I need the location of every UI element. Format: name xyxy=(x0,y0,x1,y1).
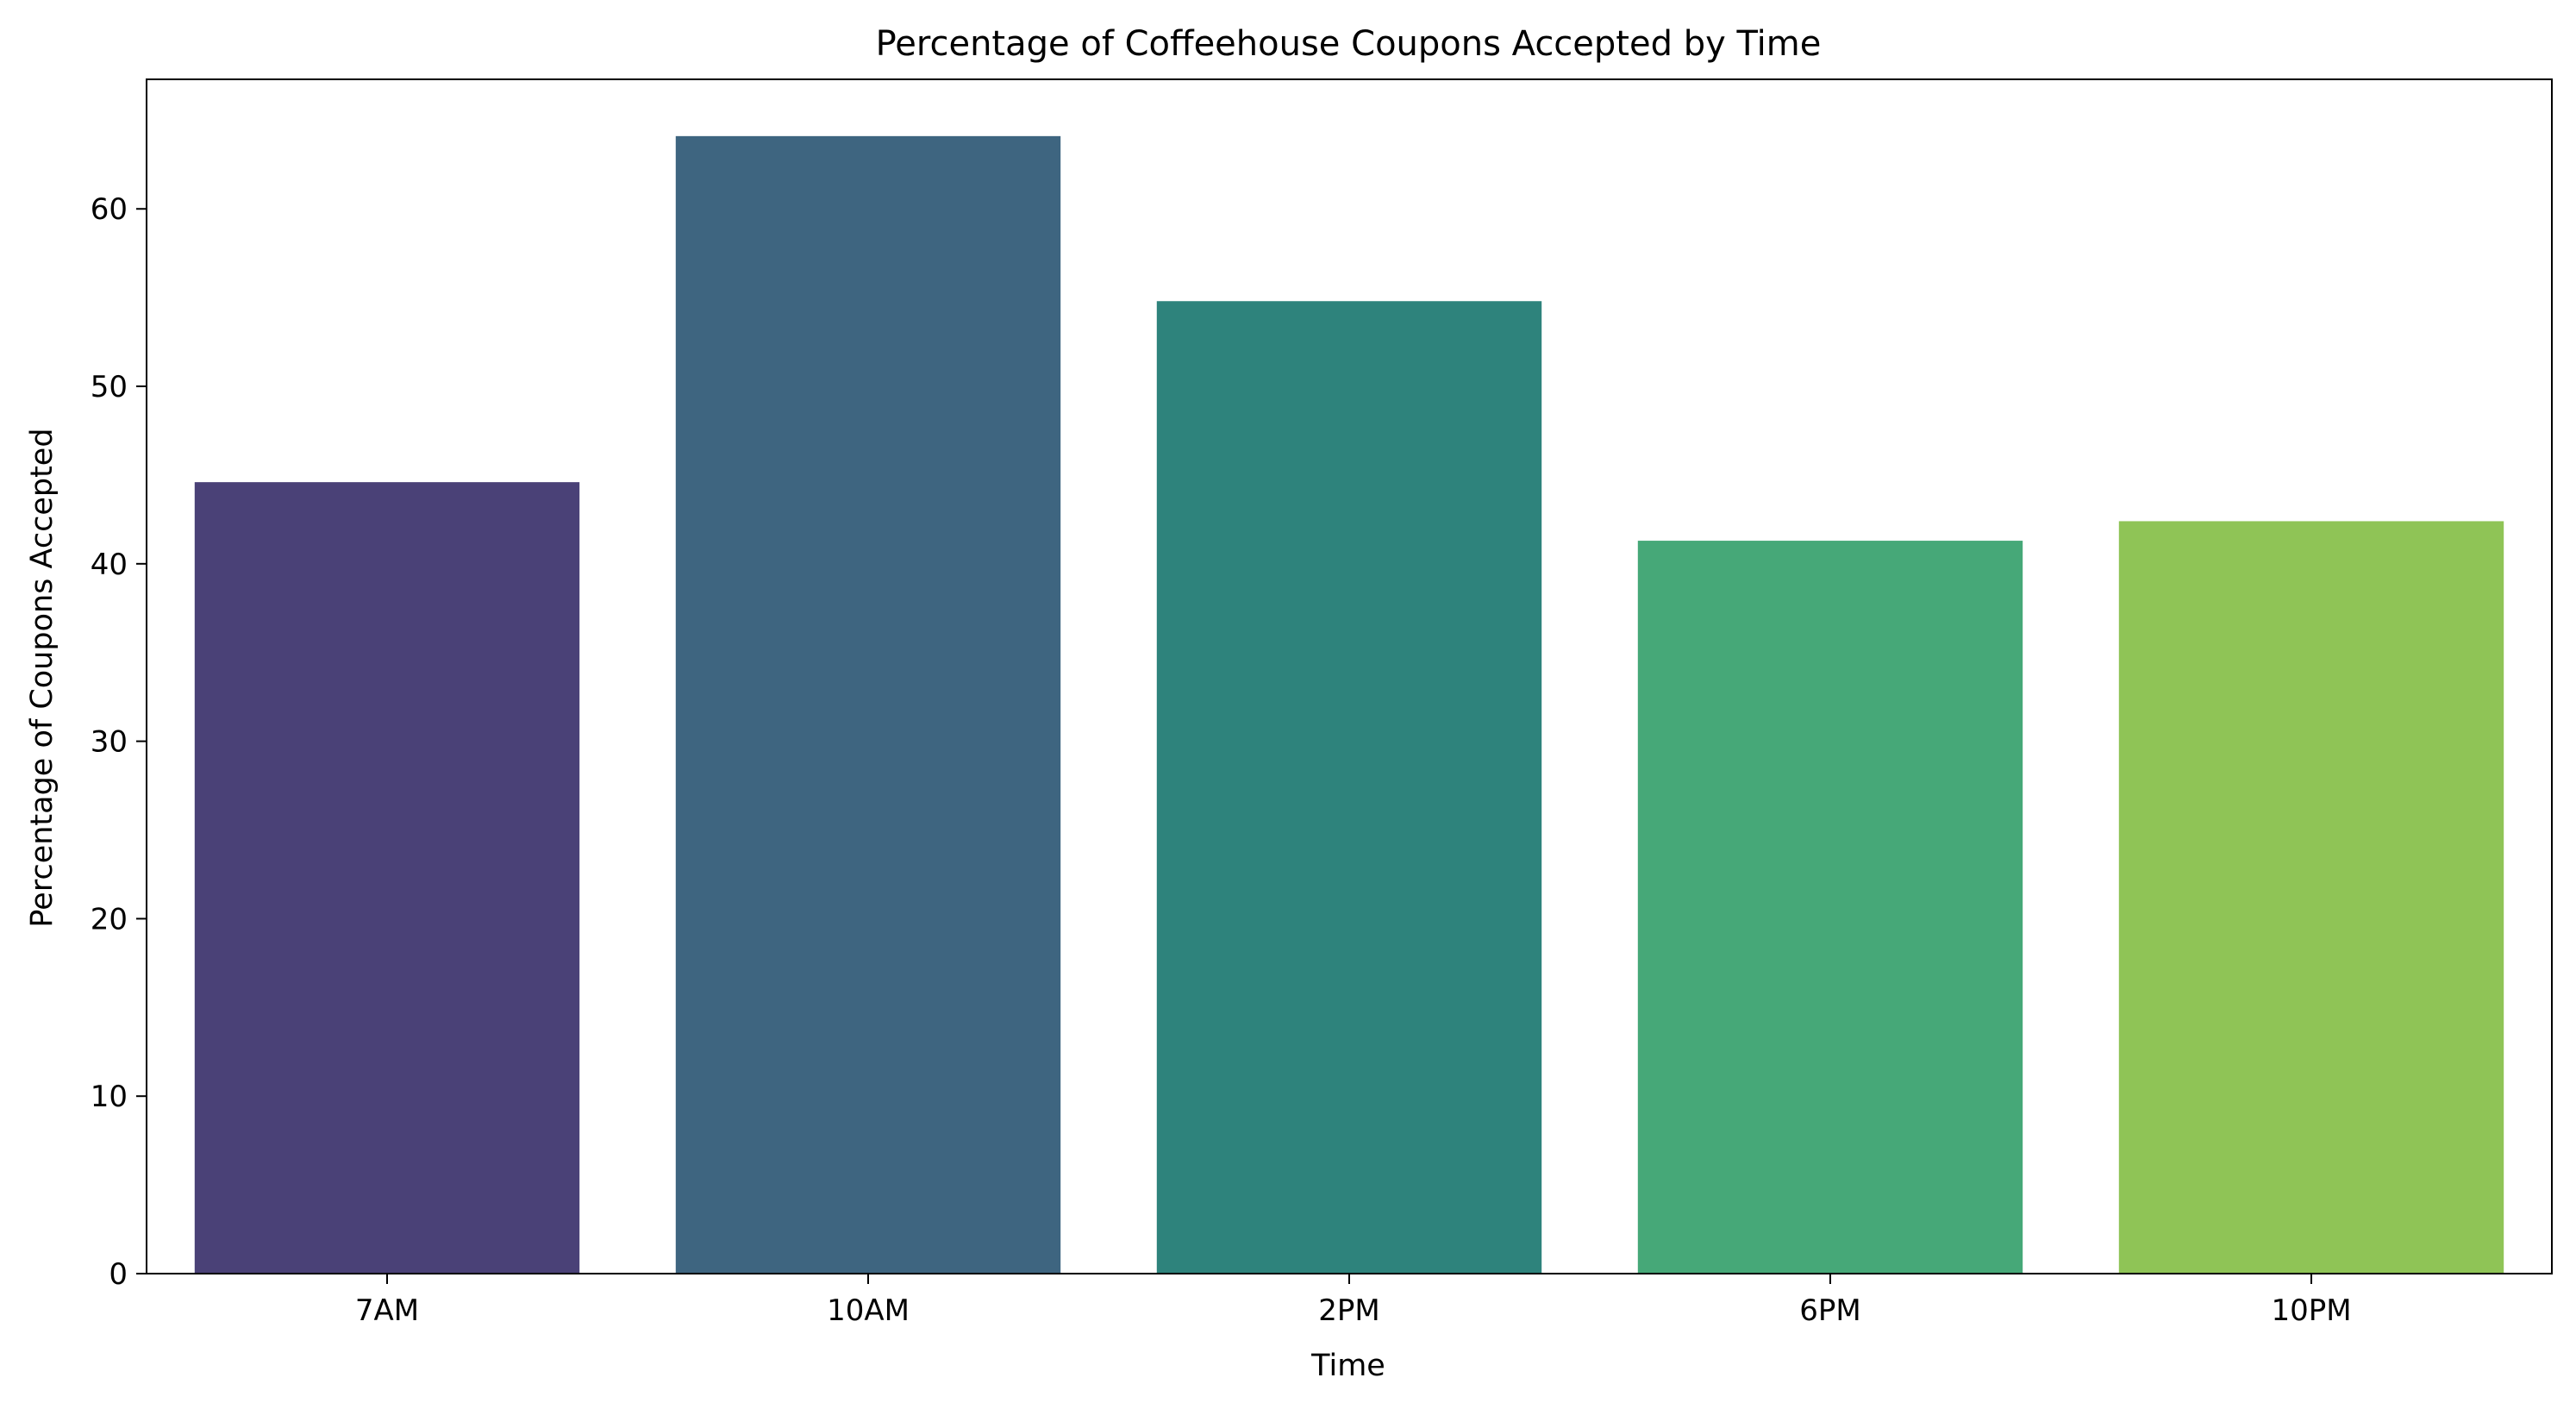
x-tick-label-10am: 10AM xyxy=(827,1293,910,1328)
x-tick-label-10pm: 10PM xyxy=(2271,1293,2351,1328)
x-tick-label-7am: 7AM xyxy=(355,1293,419,1328)
y-tick-label-10: 10 xyxy=(91,1080,128,1114)
y-tick-label-20: 20 xyxy=(91,902,128,936)
axes-layer: 0 10 20 30 40 50 60 7AM 10AM 2PM 6PM 10PM xyxy=(91,78,2553,1328)
bars-layer xyxy=(194,135,2504,1274)
x-tick-label-6pm: 6PM xyxy=(1799,1293,1860,1328)
x-tick-label-2pm: 2PM xyxy=(1318,1293,1379,1328)
bar-10am xyxy=(675,135,1061,1274)
y-tick-label-0: 0 xyxy=(109,1257,128,1292)
x-axis-label: Time xyxy=(1310,1349,1385,1383)
y-tick-label-40: 40 xyxy=(91,548,128,582)
y-axis-label: Percentage of Coupons Accepted xyxy=(25,428,59,927)
y-tick-label-60: 60 xyxy=(91,192,128,227)
y-tick-label-50: 50 xyxy=(91,370,128,404)
chart-title: Percentage of Coffeehouse Coupons Accept… xyxy=(876,24,1822,64)
y-tick-label-30: 30 xyxy=(91,725,128,760)
bar-10pm xyxy=(2118,521,2504,1274)
bar-7am xyxy=(194,482,580,1274)
bar-6pm xyxy=(1637,541,2023,1274)
bar-2pm xyxy=(1156,301,1542,1274)
